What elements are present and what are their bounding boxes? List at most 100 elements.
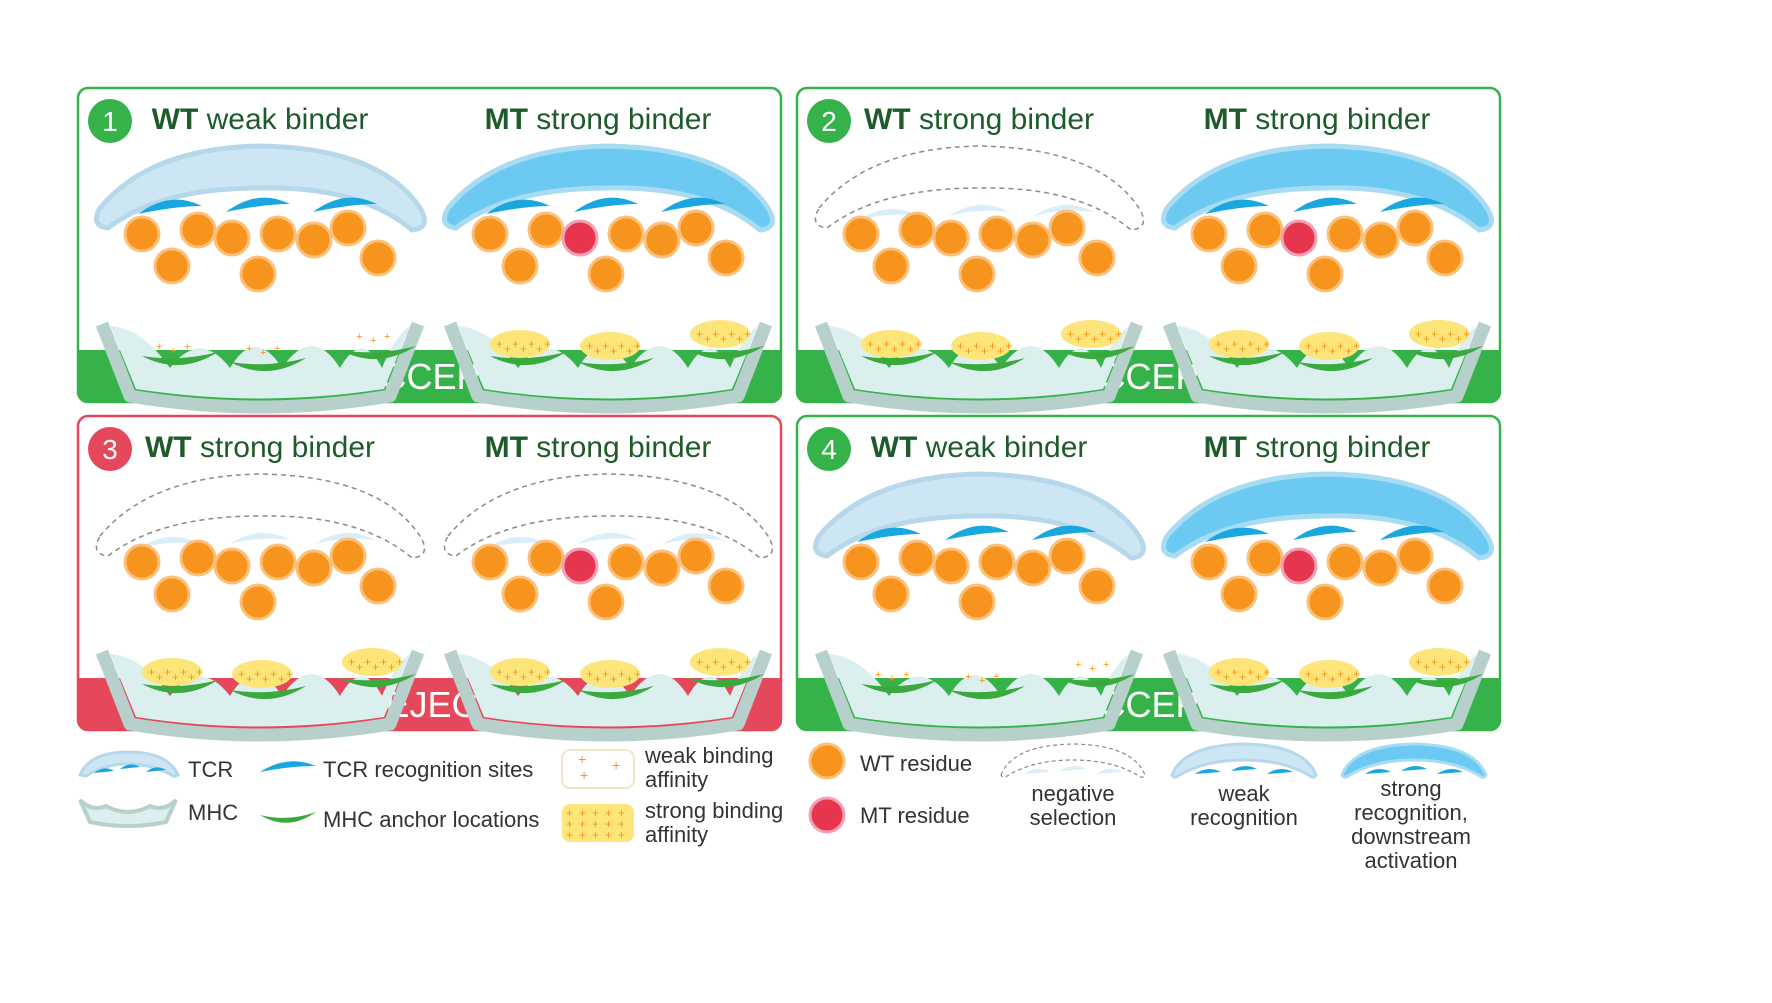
- legend-line: weak binding: [644, 743, 773, 768]
- affinity-plus: +: [388, 660, 395, 674]
- affinity-plus: +: [156, 670, 163, 684]
- heading-label: strong binder: [1255, 431, 1430, 464]
- mt-residue: [1280, 547, 1318, 585]
- heading-prefix: MT: [485, 103, 528, 136]
- mhc-anchor-2: [1297, 358, 1373, 372]
- affinity-plus: +: [1321, 667, 1328, 681]
- mhc-anchor-3: [688, 346, 764, 360]
- mini-site: [1365, 768, 1391, 774]
- heading-label: strong binder: [919, 103, 1094, 136]
- mhc-anchor-3: [688, 674, 764, 688]
- mhc-groove: [458, 654, 758, 727]
- weak-recognition-icon: [1170, 742, 1318, 779]
- strong-plus: +: [605, 806, 612, 820]
- legend-mt-residue: MT residue: [860, 803, 970, 828]
- affinity-plus: +: [1255, 342, 1262, 356]
- strong-plus: +: [579, 817, 586, 831]
- tcr-site-faint-1: [859, 208, 919, 220]
- affinity-plus: +: [696, 655, 703, 669]
- strong-plus: +: [605, 828, 612, 842]
- mhc-rim: [814, 649, 1144, 742]
- affinity-plus: +: [973, 339, 980, 353]
- wt-residue: [259, 543, 297, 581]
- affinity-plus: +: [528, 665, 535, 679]
- strong-affinity-1: [142, 658, 202, 686]
- tcr-dome: [812, 471, 1146, 561]
- affinity-plus: +: [1345, 344, 1352, 358]
- strong-affinity-3: [1409, 648, 1469, 676]
- affinity-plus: +: [536, 670, 543, 684]
- strong-affinity-1: [490, 658, 550, 686]
- affinity-plus: +: [618, 339, 625, 353]
- affinity-plus: +: [610, 344, 617, 358]
- mhc-groove: [829, 654, 1129, 727]
- panel-number-badge: [807, 99, 851, 143]
- heading-label: strong binder: [536, 103, 711, 136]
- heading-spacer: [911, 103, 919, 136]
- mhc-anchor-3: [340, 346, 416, 360]
- wt-residue: [898, 539, 936, 577]
- wt-residue: [527, 211, 565, 249]
- strong-affinity-1: [490, 330, 550, 358]
- heading-label: strong binder: [200, 431, 375, 464]
- mhc-anchor-1: [861, 352, 937, 366]
- left-scene: + + + + + + + + +: [812, 471, 1146, 742]
- mhc-rim: [443, 321, 773, 414]
- affinity-plus: +: [1447, 655, 1454, 669]
- affinity-plus: +: [712, 655, 719, 669]
- affinity-plus: +: [536, 342, 543, 356]
- affinity-plus: +: [744, 327, 751, 341]
- affinity-plus: +: [1439, 332, 1446, 346]
- heading-prefix: WT: [871, 431, 918, 464]
- wt-residue: [1306, 583, 1344, 621]
- affinity-plus: +: [1345, 672, 1352, 686]
- affinity-plus: +: [1247, 337, 1254, 351]
- affinity-plus: +: [736, 660, 743, 674]
- legend-strong-affinity: strong binding affinity: [645, 798, 783, 847]
- affinity-plus: +: [1353, 667, 1360, 681]
- affinity-plus: +: [626, 672, 633, 686]
- heading-spacer: [1247, 431, 1255, 464]
- wt-residue: [607, 543, 645, 581]
- wt-residue: [587, 255, 625, 293]
- negative-selection-icon: [1000, 743, 1146, 778]
- wt-residue: [1014, 221, 1052, 259]
- wt-residue: [179, 211, 217, 249]
- mhc-rim: [95, 321, 425, 414]
- wt-residue: [1190, 543, 1228, 581]
- affinity-plus: +: [496, 665, 503, 679]
- weak-affinity-plus: +: [246, 343, 252, 355]
- legend-weak-recognition: weak recognition: [1190, 781, 1298, 830]
- heading-label: weak binder: [925, 431, 1088, 464]
- wt-residue: [842, 543, 880, 581]
- wt-residue: [643, 549, 681, 587]
- affinity-plus: +: [997, 344, 1004, 358]
- heading-spacer: [192, 431, 200, 464]
- affinity-plus: +: [1075, 332, 1082, 346]
- tcr-recognition-site-3: [1380, 197, 1444, 212]
- right-heading: MT strong binder: [485, 431, 712, 464]
- affinity-plus: +: [1313, 672, 1320, 686]
- strong-affinity-3: [690, 320, 750, 348]
- strong-affinity-2: [1299, 660, 1359, 688]
- heading-label: weak binder: [206, 103, 369, 136]
- tcr-dome: [441, 143, 775, 233]
- wt-residue: [1220, 575, 1258, 613]
- wt-residue: [527, 539, 565, 577]
- weak-affinity-plus: +: [993, 671, 999, 683]
- weak-affinity-plus: +: [156, 341, 162, 353]
- tcr-recognition-site-2: [574, 197, 638, 212]
- affinity-plus: +: [1423, 332, 1430, 346]
- tcr-recognition-site-3: [1380, 525, 1444, 540]
- wt-residue: [153, 575, 191, 613]
- affinity-plus: +: [1239, 670, 1246, 684]
- affinity-plus: +: [915, 337, 922, 351]
- legend-weak-affinity: weak binding affinity: [644, 743, 773, 792]
- affinity-plus: +: [512, 337, 519, 351]
- heading-spacer: [917, 431, 925, 464]
- tcr-negative: [814, 145, 1145, 231]
- strong-plus: +: [618, 806, 625, 820]
- affinity-plus: +: [712, 327, 719, 341]
